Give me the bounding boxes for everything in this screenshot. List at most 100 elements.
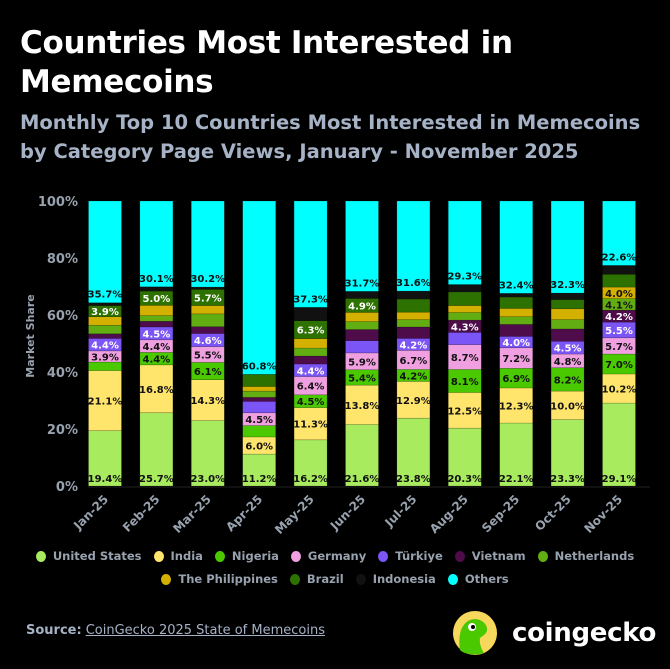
bar-segment	[396, 200, 431, 292]
data-label: 23.3%	[550, 474, 585, 485]
data-label: 29.1%	[602, 474, 637, 485]
legend-item[interactable]: Brazil	[289, 569, 344, 590]
bar-segment	[139, 286, 174, 292]
legend-item[interactable]: India	[153, 546, 203, 567]
data-label: 8.1%	[451, 377, 479, 388]
legend-label: Brazil	[306, 572, 344, 586]
legend-swatch	[289, 574, 300, 585]
chart-subtitle: Monthly Top 10 Countries Most Interested…	[20, 111, 641, 163]
legend-item[interactable]: The Philippines	[161, 569, 278, 590]
legend-item[interactable]: Germany	[290, 546, 367, 567]
legend-item[interactable]: Türkiye	[378, 546, 443, 567]
legend-item[interactable]: Indonesia	[355, 569, 436, 590]
bar-segment	[139, 315, 174, 322]
data-label: 37.3%	[293, 294, 328, 305]
bar-segment	[139, 412, 174, 487]
bar-segment	[242, 386, 276, 392]
bar-segment	[345, 340, 379, 354]
bar-segment	[550, 319, 585, 330]
bar-segment	[191, 313, 225, 327]
legend-swatch	[378, 551, 389, 562]
bar-segment	[499, 293, 534, 298]
data-label: 5.0%	[143, 294, 171, 305]
bar-segment	[499, 296, 534, 309]
legend-swatch	[214, 551, 225, 562]
bar-segment	[88, 333, 122, 339]
legend-item[interactable]: United States	[35, 546, 142, 567]
bar-segment	[242, 390, 276, 398]
data-label: 4.5%	[554, 344, 582, 355]
bar-segment	[293, 347, 328, 357]
bar-segment	[447, 312, 482, 321]
data-label: 5.7%	[605, 342, 633, 353]
bar-stack-May-25: 16.2% 11.3% 4.5% 6.4% 4.4% 6.3% 37.3%	[293, 200, 328, 487]
data-label: 5.9%	[348, 357, 376, 368]
bar-segment	[499, 200, 534, 294]
data-label: 60.8%	[242, 361, 277, 372]
bar-segment	[139, 305, 174, 316]
data-label: 4.4%	[91, 341, 119, 352]
bar-segment	[242, 401, 276, 414]
legend-item[interactable]: Vietnam	[454, 546, 526, 567]
bar-segment	[447, 291, 482, 306]
data-label: 22.6%	[602, 252, 637, 263]
source-link[interactable]: CoinGecko 2025 State of Memecoins	[85, 623, 325, 638]
gecko-icon	[453, 611, 497, 655]
data-label: 5.5%	[194, 350, 222, 361]
y-tick-label: 80%	[47, 252, 78, 267]
y-tick-label: 20%	[47, 423, 78, 438]
legend-label: Germany	[307, 549, 367, 563]
legend-label: Indonesia	[372, 572, 436, 586]
bar-segment	[447, 427, 482, 487]
bar-stack-Jan-25: 19.4%21.1%3.9%4.4%3.9%35.7%	[88, 200, 122, 487]
bar-segment	[191, 326, 225, 334]
data-label: 6.7%	[400, 356, 428, 367]
bar-segment	[550, 292, 585, 300]
legend-swatch	[537, 551, 548, 562]
bar-segment	[602, 273, 636, 288]
legend-label: Türkiye	[395, 549, 443, 563]
data-label: 4.5%	[143, 329, 171, 340]
bar-segment	[550, 390, 585, 420]
data-label: 8.2%	[554, 375, 582, 386]
bar-segment	[242, 453, 276, 487]
x-tick-label: Nov-25	[581, 492, 625, 536]
data-label: 12.3%	[499, 401, 534, 412]
data-label: 23.8%	[396, 474, 431, 485]
y-tick-label: 0%	[56, 480, 78, 495]
source-note: Source: CoinGecko 2025 State of Memecoins	[26, 623, 325, 638]
legend-label: Netherlands	[554, 549, 635, 563]
bar-segment	[293, 320, 328, 339]
data-label: 25.7%	[139, 474, 174, 485]
bar-stack-Oct-25: 23.3% 10.0% 8.2% 4.8% 4.5% 32.3%	[550, 200, 585, 487]
legend-swatch	[447, 574, 458, 585]
bar-segment	[88, 324, 122, 335]
bar-segment	[345, 291, 379, 299]
bar-segment	[88, 200, 122, 304]
bar-segment	[602, 353, 636, 375]
data-label: 21.6%	[345, 474, 380, 485]
legend-item[interactable]: Netherlands	[537, 546, 635, 567]
legend-label: United States	[52, 549, 142, 563]
legend-label: Nigeria	[231, 549, 279, 563]
x-tick-label: Apr-25	[223, 492, 265, 534]
data-label: 6.1%	[194, 367, 222, 378]
legend-label: Vietnam	[471, 549, 526, 563]
bar-segment	[447, 332, 482, 345]
bar-segment	[499, 422, 534, 487]
bar-segment	[345, 200, 379, 292]
legend-label: Others	[464, 572, 509, 586]
bar-segment	[499, 367, 534, 389]
data-label: 4.9%	[348, 301, 376, 312]
data-label: 4.5%	[297, 397, 325, 408]
data-label: 3.9%	[91, 352, 119, 363]
legend-item[interactable]: Nigeria	[214, 546, 279, 567]
legend-item[interactable]: Others	[447, 569, 509, 590]
legend-label: The Philippines	[178, 572, 278, 586]
data-label: 4.0%	[502, 338, 530, 349]
bar-segment	[550, 308, 585, 320]
bar-stack-Jun-25: 21.6% 13.8% 5.4% 5.9% 4.9% 31.7%	[345, 200, 380, 487]
data-label: 30.2%	[190, 274, 225, 285]
bar-segment	[499, 308, 534, 318]
